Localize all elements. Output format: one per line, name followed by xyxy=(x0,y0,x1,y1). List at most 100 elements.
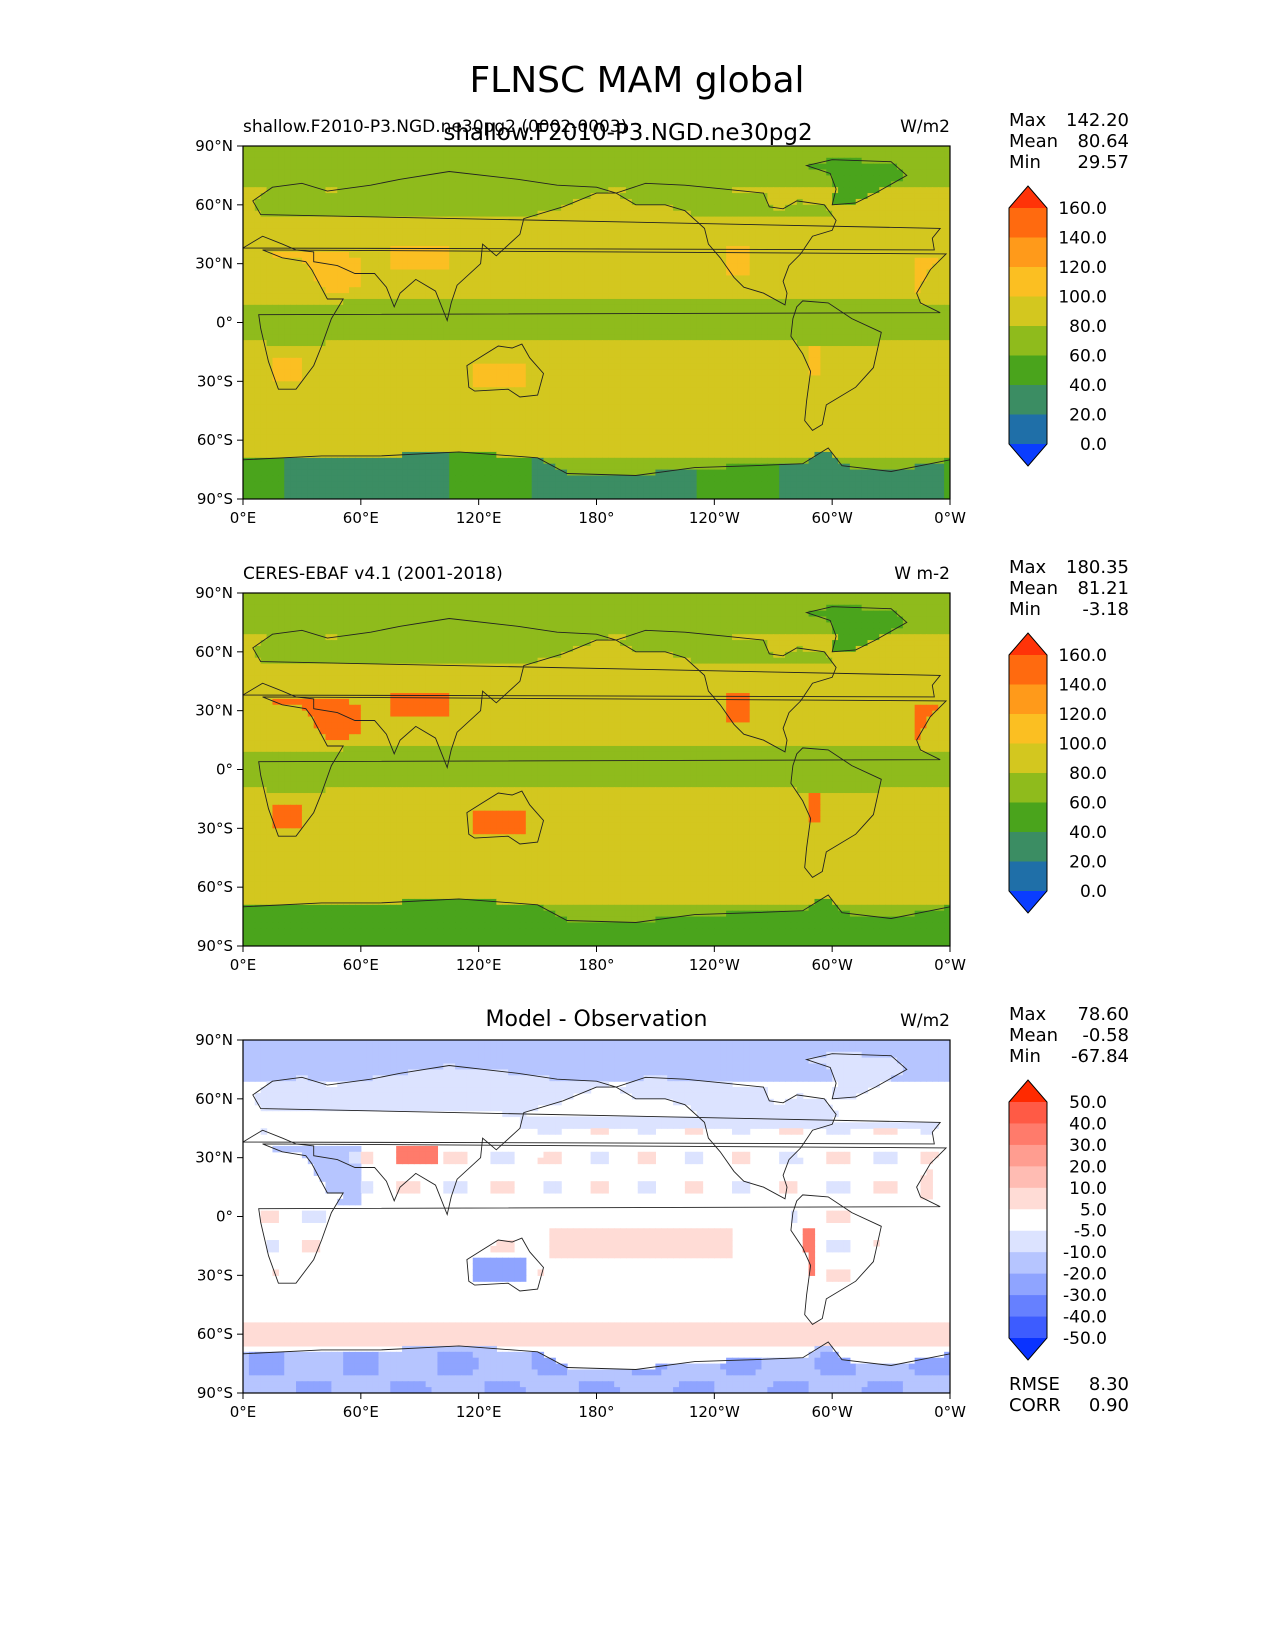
field-cell xyxy=(696,340,704,347)
field-cell xyxy=(896,328,904,335)
field-cell xyxy=(402,228,409,235)
field-cell xyxy=(502,375,509,382)
field-cell xyxy=(543,287,550,294)
field-cell xyxy=(407,281,415,288)
field-cell xyxy=(325,375,332,382)
field-cell xyxy=(360,269,368,277)
field-cell xyxy=(761,163,768,171)
field-cell xyxy=(625,157,633,165)
field-cell xyxy=(443,269,450,277)
field-cell xyxy=(826,281,833,288)
field-cell xyxy=(290,269,297,277)
field-cell xyxy=(873,298,880,306)
field-cell xyxy=(260,387,268,394)
field-cell xyxy=(737,146,745,153)
field-cell xyxy=(490,381,497,388)
field-cell xyxy=(620,175,627,182)
field-cell xyxy=(449,316,456,324)
field-cell xyxy=(484,151,492,159)
field-cell xyxy=(678,357,686,365)
field-cell xyxy=(832,234,839,241)
field-cell xyxy=(678,198,686,206)
field-cell xyxy=(761,363,768,371)
field-cell xyxy=(596,369,603,377)
field-cell xyxy=(407,175,415,182)
field-cell xyxy=(360,210,368,218)
field-cell xyxy=(779,222,786,229)
field-cell xyxy=(290,328,297,335)
field-cell xyxy=(561,281,568,288)
field-cell xyxy=(343,234,350,241)
field-cell xyxy=(720,287,727,294)
field-cell xyxy=(366,251,374,259)
field-cell xyxy=(431,281,439,288)
field-cell xyxy=(484,210,492,218)
field-cell xyxy=(708,287,715,294)
field-cell xyxy=(608,357,615,365)
field-cell xyxy=(543,387,550,394)
field-cell xyxy=(785,151,792,159)
field-cell xyxy=(478,269,486,277)
field-cell xyxy=(690,287,698,294)
field-cell xyxy=(490,181,497,188)
field-cell xyxy=(902,222,910,229)
field-cell xyxy=(525,328,533,335)
field-cell xyxy=(684,357,692,365)
field-cell xyxy=(843,151,851,159)
field-cell xyxy=(602,169,609,177)
field-cell xyxy=(808,293,816,300)
field-cell xyxy=(602,193,609,200)
field-cell xyxy=(690,298,698,306)
field-cell xyxy=(620,281,627,288)
field-cell xyxy=(425,222,433,229)
field-cell xyxy=(843,175,851,182)
field-cell xyxy=(402,357,409,365)
field-cell xyxy=(908,228,916,235)
field-cell xyxy=(620,263,627,271)
field-cell xyxy=(460,181,468,188)
field-cell xyxy=(543,210,550,218)
field-cell xyxy=(779,240,786,247)
field-cell xyxy=(460,334,468,341)
field-cell xyxy=(514,187,521,194)
field-cell xyxy=(596,316,603,324)
field-cell xyxy=(714,310,721,318)
field-cell xyxy=(243,351,250,359)
field-cell xyxy=(272,234,279,241)
field-cell xyxy=(620,146,627,153)
field-cell xyxy=(625,363,633,371)
field-cell xyxy=(684,275,692,282)
field-cell xyxy=(673,187,680,194)
field-cell xyxy=(531,281,539,288)
field-cell xyxy=(855,163,863,171)
field-cell xyxy=(260,293,268,300)
field-cell xyxy=(578,375,586,382)
field-cell xyxy=(384,169,391,177)
field-cell xyxy=(649,298,657,306)
field-cell xyxy=(743,381,751,388)
field-cell xyxy=(737,175,745,182)
field-cell xyxy=(419,240,427,247)
field-cell xyxy=(549,251,556,259)
field-cell xyxy=(914,275,922,282)
field-cell xyxy=(920,281,928,288)
field-cell xyxy=(855,363,863,371)
field-cell xyxy=(920,351,928,359)
field-cell xyxy=(684,281,692,288)
field-cell xyxy=(861,163,869,171)
field-cell xyxy=(525,387,533,394)
field-cell xyxy=(808,210,816,218)
field-cell xyxy=(390,293,397,300)
field-cell xyxy=(549,351,556,359)
field-cell xyxy=(590,281,598,288)
field-cell xyxy=(749,175,757,182)
field-cell xyxy=(343,269,350,277)
field-cell xyxy=(832,316,839,324)
field-cell xyxy=(319,298,327,306)
field-cell xyxy=(602,216,609,224)
field-cell xyxy=(743,287,751,294)
field-cell xyxy=(625,375,633,382)
field-cell xyxy=(602,328,609,335)
field-cell xyxy=(296,157,303,165)
field-cell xyxy=(537,387,545,394)
